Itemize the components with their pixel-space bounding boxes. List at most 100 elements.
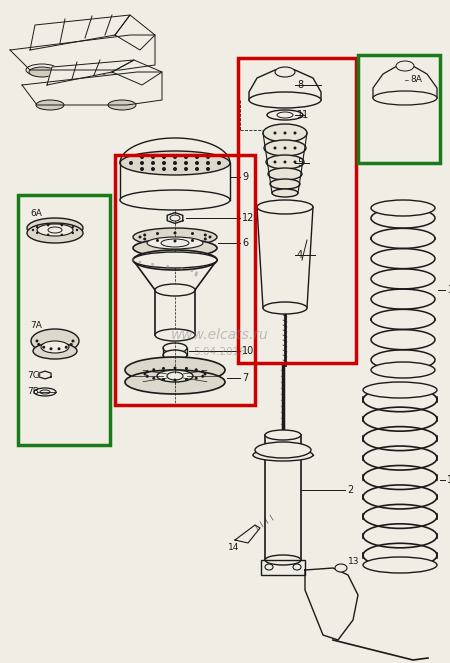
Circle shape	[37, 343, 40, 346]
Ellipse shape	[267, 110, 303, 120]
Ellipse shape	[265, 564, 273, 570]
Ellipse shape	[253, 449, 313, 461]
Circle shape	[61, 233, 63, 236]
Circle shape	[184, 161, 188, 165]
Ellipse shape	[157, 370, 193, 382]
Circle shape	[293, 147, 297, 149]
Ellipse shape	[48, 227, 62, 233]
Circle shape	[208, 235, 212, 239]
Ellipse shape	[102, 67, 128, 77]
Circle shape	[140, 161, 144, 165]
Circle shape	[72, 339, 75, 343]
Circle shape	[195, 377, 198, 380]
Circle shape	[143, 233, 146, 237]
Ellipse shape	[163, 350, 187, 360]
Ellipse shape	[373, 91, 437, 105]
Polygon shape	[373, 64, 437, 98]
Ellipse shape	[27, 218, 83, 238]
Ellipse shape	[40, 390, 50, 394]
Bar	[238, 58, 356, 363]
Circle shape	[42, 346, 45, 349]
Circle shape	[184, 167, 188, 171]
Text: 12: 12	[242, 213, 254, 223]
Circle shape	[166, 265, 169, 268]
Circle shape	[174, 231, 176, 235]
Circle shape	[217, 161, 221, 165]
Circle shape	[162, 378, 165, 381]
Ellipse shape	[147, 237, 203, 249]
Ellipse shape	[371, 200, 435, 216]
Ellipse shape	[335, 564, 347, 572]
Circle shape	[194, 274, 198, 276]
Ellipse shape	[268, 168, 302, 180]
Circle shape	[174, 239, 176, 243]
Ellipse shape	[133, 228, 217, 246]
Polygon shape	[39, 371, 51, 379]
Circle shape	[284, 147, 287, 149]
Ellipse shape	[257, 200, 313, 214]
Circle shape	[195, 155, 199, 159]
Circle shape	[72, 226, 74, 228]
Circle shape	[146, 375, 149, 378]
Ellipse shape	[270, 179, 300, 189]
Circle shape	[151, 167, 155, 171]
Bar	[18, 195, 110, 445]
Ellipse shape	[33, 343, 77, 359]
Polygon shape	[30, 15, 130, 50]
Ellipse shape	[161, 239, 189, 247]
Circle shape	[151, 263, 154, 266]
Text: 4: 4	[297, 250, 303, 260]
Polygon shape	[167, 213, 183, 223]
Ellipse shape	[133, 239, 217, 257]
Ellipse shape	[255, 442, 311, 458]
Circle shape	[151, 161, 155, 165]
Circle shape	[138, 261, 141, 264]
Circle shape	[47, 224, 50, 227]
Circle shape	[201, 375, 204, 378]
Circle shape	[195, 271, 198, 274]
Circle shape	[185, 367, 188, 370]
Circle shape	[152, 377, 155, 380]
Circle shape	[274, 147, 276, 149]
Ellipse shape	[167, 372, 183, 380]
Bar	[115, 155, 255, 405]
Circle shape	[32, 229, 34, 231]
Circle shape	[274, 131, 276, 135]
Text: 7B: 7B	[27, 387, 39, 396]
Circle shape	[47, 233, 50, 236]
Ellipse shape	[125, 370, 225, 394]
Text: 6A: 6A	[30, 208, 42, 217]
Polygon shape	[22, 72, 162, 105]
Circle shape	[274, 160, 276, 164]
Circle shape	[58, 347, 60, 350]
Ellipse shape	[396, 61, 414, 71]
Polygon shape	[305, 568, 358, 640]
Circle shape	[151, 155, 155, 159]
Text: 14: 14	[228, 544, 239, 552]
Circle shape	[204, 237, 207, 241]
Polygon shape	[257, 207, 313, 308]
Circle shape	[284, 131, 287, 135]
Circle shape	[50, 347, 53, 350]
Circle shape	[173, 167, 177, 171]
Circle shape	[180, 267, 183, 270]
Ellipse shape	[363, 382, 437, 398]
Ellipse shape	[37, 224, 73, 236]
Circle shape	[131, 259, 135, 261]
Circle shape	[162, 161, 166, 165]
Ellipse shape	[133, 252, 217, 268]
Circle shape	[129, 161, 133, 165]
Circle shape	[195, 368, 198, 371]
Circle shape	[36, 226, 38, 228]
Ellipse shape	[265, 555, 301, 565]
Ellipse shape	[272, 189, 298, 197]
Circle shape	[144, 373, 147, 375]
Circle shape	[174, 379, 176, 381]
Polygon shape	[47, 60, 134, 85]
Circle shape	[174, 367, 176, 369]
Text: 10: 10	[242, 346, 254, 356]
Polygon shape	[120, 163, 230, 200]
Ellipse shape	[133, 250, 217, 270]
Ellipse shape	[363, 557, 437, 573]
Circle shape	[162, 167, 166, 171]
